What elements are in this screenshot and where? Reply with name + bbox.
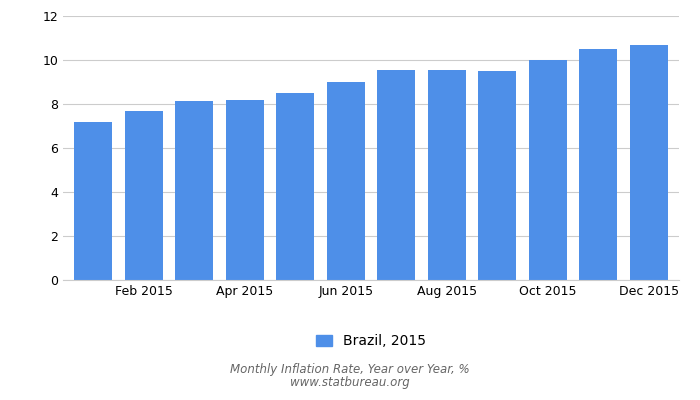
Bar xyxy=(528,60,567,280)
Text: Monthly Inflation Rate, Year over Year, %: Monthly Inflation Rate, Year over Year, … xyxy=(230,364,470,376)
Bar xyxy=(377,70,415,280)
Legend: Brazil, 2015: Brazil, 2015 xyxy=(316,334,426,348)
Bar xyxy=(428,70,466,280)
Bar xyxy=(74,122,112,280)
Bar xyxy=(125,110,162,280)
Bar xyxy=(327,82,365,280)
Text: www.statbureau.org: www.statbureau.org xyxy=(290,376,410,389)
Bar xyxy=(580,50,617,280)
Bar xyxy=(226,100,264,280)
Bar xyxy=(175,101,214,280)
Bar xyxy=(630,45,668,280)
Bar xyxy=(478,71,516,280)
Bar xyxy=(276,93,314,280)
